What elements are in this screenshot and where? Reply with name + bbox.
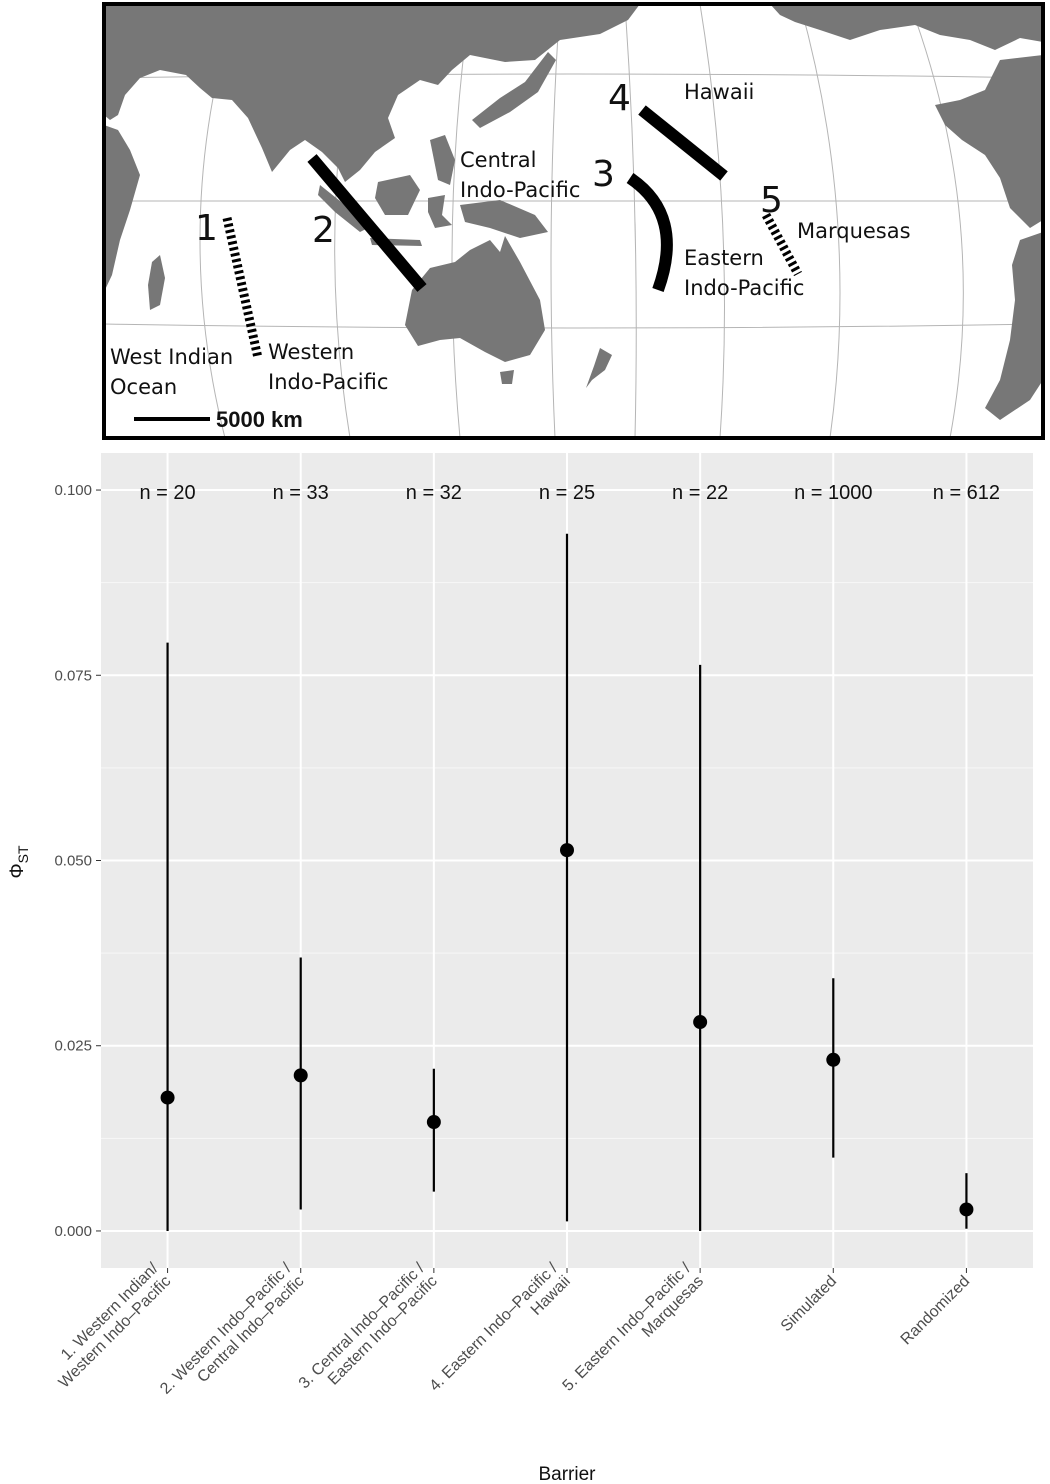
point-estimate: [826, 1052, 841, 1067]
label-western-indo-pacific-line1: Western: [268, 340, 354, 364]
barrier-lines: [222, 105, 802, 359]
land-philippines: [430, 135, 455, 185]
label-eastern-indo-pacific-line2: Indo-Pacific: [684, 276, 804, 300]
land-japan: [472, 52, 556, 128]
barrier-3-arc: [626, 173, 673, 293]
y-tick-label: 0.075: [54, 667, 92, 684]
land-eurasia: [104, 4, 640, 182]
barrier-4-number: 4: [608, 78, 631, 119]
map-frame: [102, 2, 1045, 440]
y-tick-label: 0.025: [54, 1038, 92, 1055]
point-estimate: [160, 1090, 175, 1105]
barrier-5-line: [762, 212, 802, 277]
label-west-indian-ocean-line2: Ocean: [110, 375, 177, 399]
sample-size-label: n = 22: [672, 482, 728, 504]
x-tick-label: 1. Western Indian/Western Indo–Pacific: [43, 1260, 175, 1392]
point-estimate: [426, 1115, 441, 1130]
sample-size-label: n = 25: [539, 482, 595, 504]
point-estimate: [959, 1202, 974, 1217]
y-axis-title: ΦST: [7, 845, 31, 879]
label-marquesas: Marquesas: [797, 219, 911, 243]
land-alaska: [770, 4, 1043, 50]
map-panel: 1 2 3 4 5 West Indian Ocean Western Indo…: [102, 2, 1045, 440]
land-tasmania: [500, 370, 514, 384]
land-australia: [405, 236, 545, 362]
barrier-2-number: 2: [312, 210, 335, 251]
y-tick-label: 0.000: [54, 1223, 92, 1240]
chart-panel: 0.000 0.025 0.050 0.075 0.100 1. Western Ind…: [7, 453, 1033, 1484]
error-ranges: [166, 533, 968, 1231]
x-tick-label: Randomized: [898, 1273, 974, 1349]
sample-size-label: n = 612: [933, 482, 1000, 504]
x-axis-title: Barrier: [538, 1464, 596, 1484]
barrier-1-number: 1: [195, 208, 218, 249]
y-tick-label: 0.050: [54, 853, 92, 870]
map-graticule: [104, 4, 1043, 438]
barrier-5-number: 5: [760, 180, 783, 221]
label-west-indian-ocean-line1: West Indian: [110, 345, 233, 369]
x-tick-label: 5. Eastern Indo–Pacific /Marquesas: [560, 1260, 708, 1408]
barrier-3-number: 3: [592, 154, 615, 195]
sample-size-labels: n = 20 n = 33 n = 32 n = 25 n = 22 n = 1000 n …: [139, 482, 1000, 504]
label-western-indo-pacific-line2: Indo-Pacific: [268, 370, 388, 394]
land-north-america: [935, 55, 1043, 228]
scale-bar-label: 5000 km: [216, 407, 303, 432]
land-madagascar: [148, 255, 165, 310]
point-estimates: [160, 843, 974, 1217]
label-hawaii: Hawaii: [684, 80, 754, 104]
x-tick-label: 3. Central Indo–Pacific /Eastern Indo–Pa…: [296, 1260, 441, 1405]
x-tick-label: 4. Eastern Indo–Pacific /Hawaii: [426, 1260, 574, 1408]
barrier-4-line: [638, 105, 728, 181]
sample-size-label: n = 20: [139, 482, 195, 504]
x-tick-label: Simulated: [778, 1273, 840, 1335]
sample-size-label: n = 32: [406, 482, 462, 504]
x-axis-ticks: 1. Western Indian/Western Indo–Pacific2.…: [43, 1260, 974, 1411]
sample-size-label: n = 1000: [794, 482, 872, 504]
label-central-indo-pacific-line2: Indo-Pacific: [460, 178, 580, 202]
x-tick-label: 2. Western Indo–Pacific /Central Indo–Pa…: [157, 1260, 308, 1411]
land-south-america: [985, 232, 1043, 420]
land-new-zealand: [586, 348, 612, 388]
sample-size-label: n = 33: [273, 482, 329, 504]
land-africa: [104, 125, 140, 292]
point-estimate: [560, 843, 574, 858]
point-estimate: [293, 1068, 308, 1083]
land-new-guinea: [460, 200, 548, 238]
land-sulawesi: [428, 195, 452, 228]
land-borneo: [375, 175, 420, 215]
barrier-2-line: [307, 154, 427, 292]
label-central-indo-pacific-line1: Central: [460, 148, 536, 172]
y-tick-label: 0.100: [54, 482, 92, 499]
point-estimate: [693, 1015, 708, 1030]
label-eastern-indo-pacific-line1: Eastern: [684, 246, 764, 270]
y-axis-ticks: 0.000 0.025 0.050 0.075 0.100: [54, 482, 101, 1240]
land-sumatra: [318, 185, 368, 232]
